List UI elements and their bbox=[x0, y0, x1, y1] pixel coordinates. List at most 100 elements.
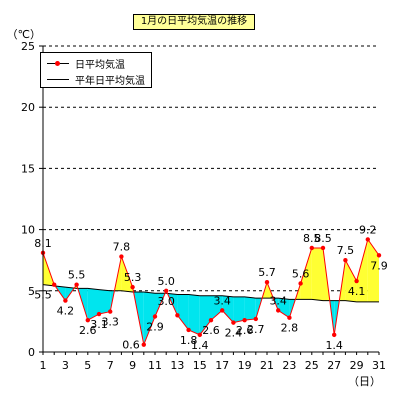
x-tick-label: 7 bbox=[107, 359, 114, 372]
data-point bbox=[141, 342, 146, 347]
fill-below-normal bbox=[143, 292, 155, 345]
data-label: 2.7 bbox=[247, 323, 265, 336]
data-label: 7.8 bbox=[113, 241, 131, 254]
data-label: 2.9 bbox=[146, 321, 164, 334]
chart-title: 1月の日平均気温の推移 bbox=[133, 14, 255, 30]
x-tick-label: 9 bbox=[129, 359, 136, 372]
y-unit-label: （℃） bbox=[7, 28, 41, 41]
data-label: 1.4 bbox=[191, 339, 209, 352]
data-point bbox=[63, 298, 68, 303]
data-point bbox=[74, 282, 79, 287]
data-point bbox=[175, 313, 180, 318]
fill-above-normal bbox=[345, 260, 357, 302]
data-point bbox=[152, 314, 158, 319]
y-tick-label: 0 bbox=[28, 346, 35, 359]
x-tick-label: 21 bbox=[260, 359, 274, 372]
data-label: 4.1 bbox=[348, 285, 366, 298]
data-point bbox=[365, 237, 370, 242]
legend-item-normal: 平年日平均気温 bbox=[47, 72, 145, 87]
fill-below-normal bbox=[211, 295, 223, 321]
data-label: 5.3 bbox=[124, 271, 142, 284]
data-label: 5.7 bbox=[258, 266, 276, 279]
x-tick-label: 11 bbox=[148, 359, 162, 372]
legend-line-normal bbox=[47, 78, 69, 80]
fill-below-normal bbox=[99, 289, 111, 315]
legend-label-normal: 平年日平均気温 bbox=[75, 75, 145, 87]
y-tick-label: 25 bbox=[21, 40, 35, 53]
fill-below-normal bbox=[222, 295, 234, 323]
data-point bbox=[197, 332, 202, 338]
legend-item-daily: 日平均気温 bbox=[47, 56, 125, 71]
x-tick-label: 19 bbox=[238, 359, 252, 372]
data-label: 5.6 bbox=[292, 267, 310, 280]
data-label: 1.4 bbox=[325, 339, 343, 352]
data-label: 2.8 bbox=[281, 322, 299, 335]
x-tick-label: 1 bbox=[40, 359, 47, 372]
data-point bbox=[186, 327, 191, 333]
data-point bbox=[220, 308, 225, 313]
fill-below-normal bbox=[244, 296, 256, 321]
data-point bbox=[309, 245, 314, 251]
legend-line-daily bbox=[47, 60, 69, 66]
data-label: 3.3 bbox=[101, 316, 119, 329]
data-label: 3.0 bbox=[157, 295, 175, 308]
data-label: 7.9 bbox=[370, 259, 388, 272]
data-point bbox=[276, 308, 281, 313]
x-tick-label: 13 bbox=[170, 359, 184, 372]
fill-above-normal bbox=[311, 247, 323, 301]
data-label: 2.6 bbox=[79, 324, 97, 337]
data-label: 0.6 bbox=[122, 339, 140, 352]
data-label: 3.4 bbox=[213, 294, 231, 307]
data-point bbox=[119, 254, 124, 259]
data-label: 8.5 bbox=[314, 232, 332, 245]
fill-above-normal bbox=[356, 239, 368, 302]
data-label: 9.2 bbox=[359, 223, 377, 236]
data-label: 8.1 bbox=[34, 237, 52, 250]
data-point bbox=[208, 317, 214, 323]
legend-label-daily: 日平均気温 bbox=[75, 59, 125, 71]
data-point bbox=[108, 309, 113, 314]
data-point bbox=[130, 284, 135, 290]
data-label: 7.5 bbox=[337, 244, 355, 257]
y-tick-label: 20 bbox=[21, 101, 35, 114]
data-label: 8.5 bbox=[303, 232, 321, 245]
x-tick-label: 31 bbox=[372, 359, 386, 372]
y-tick-label: 15 bbox=[21, 162, 35, 175]
data-point bbox=[253, 316, 258, 322]
data-point bbox=[231, 320, 236, 325]
fill-below-normal bbox=[188, 294, 200, 335]
fill-above-normal bbox=[300, 247, 312, 300]
data-label: 5.5 bbox=[34, 289, 52, 302]
fill-below-normal bbox=[199, 295, 211, 335]
x-tick-label: 17 bbox=[215, 359, 229, 372]
y-tick-label: 10 bbox=[21, 224, 35, 237]
fill-below-normal bbox=[177, 294, 189, 330]
series-line-normal bbox=[42, 284, 379, 303]
data-label: 5.5 bbox=[68, 269, 86, 282]
x-unit-label: （日） bbox=[348, 375, 381, 388]
x-tick-label: 15 bbox=[193, 359, 207, 372]
data-point bbox=[376, 253, 382, 258]
fill-below-normal bbox=[87, 288, 99, 321]
data-point bbox=[96, 311, 102, 317]
data-point bbox=[298, 281, 303, 286]
data-label: 2.4 bbox=[225, 327, 243, 340]
x-tick-label: 25 bbox=[305, 359, 319, 372]
x-tick-label: 29 bbox=[350, 359, 364, 372]
data-point bbox=[85, 317, 91, 323]
data-label: 5.0 bbox=[157, 275, 175, 288]
data-label: 3.1 bbox=[90, 318, 108, 331]
legend-marker-daily bbox=[55, 60, 60, 66]
data-point bbox=[354, 278, 359, 284]
fill-above-normal bbox=[367, 239, 379, 302]
data-point bbox=[332, 332, 337, 338]
x-tick-label: 23 bbox=[282, 359, 296, 372]
data-point bbox=[320, 245, 326, 251]
data-point bbox=[287, 315, 292, 320]
data-label: 3.4 bbox=[269, 294, 287, 307]
data-point bbox=[264, 280, 270, 285]
data-label: 2.6 bbox=[236, 324, 254, 337]
fill-below-normal bbox=[278, 298, 290, 318]
fill-below-normal bbox=[233, 296, 245, 323]
